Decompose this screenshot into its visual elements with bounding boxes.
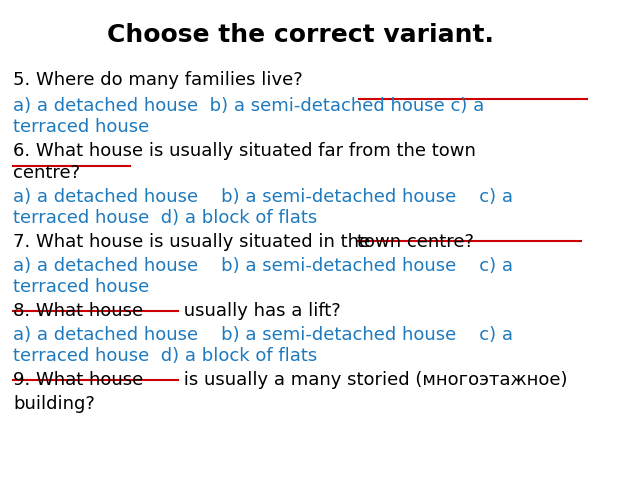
Text: terraced house  d) a block of flats: terraced house d) a block of flats bbox=[13, 209, 317, 227]
Text: 9. What house: 9. What house bbox=[13, 371, 143, 389]
Text: terraced house: terraced house bbox=[13, 278, 150, 296]
Text: a) a detached house  b) a semi-detached house c) a: a) a detached house b) a semi-detached h… bbox=[13, 97, 484, 115]
Text: building?: building? bbox=[13, 395, 95, 413]
Text: usually has a lift?: usually has a lift? bbox=[178, 302, 340, 320]
Text: 6. What house is usually situated far from the town: 6. What house is usually situated far fr… bbox=[13, 142, 476, 160]
Text: terraced house: terraced house bbox=[13, 118, 150, 136]
Text: is usually a many storied (многоэтажное): is usually a many storied (многоэтажное) bbox=[178, 371, 567, 389]
Text: a) a detached house    b) a semi-detached house    c) a: a) a detached house b) a semi-detached h… bbox=[13, 257, 513, 275]
Text: a) a detached house    b) a semi-detached house    c) a: a) a detached house b) a semi-detached h… bbox=[13, 326, 513, 344]
Text: Choose the correct variant.: Choose the correct variant. bbox=[107, 23, 493, 47]
Text: town centre?: town centre? bbox=[357, 233, 474, 251]
Text: centre?: centre? bbox=[13, 164, 81, 181]
Text: terraced house  d) a block of flats: terraced house d) a block of flats bbox=[13, 348, 317, 365]
Text: 8. What house: 8. What house bbox=[13, 302, 143, 320]
Text: 7. What house is usually situated in the: 7. What house is usually situated in the bbox=[13, 233, 376, 251]
Text: a) a detached house    b) a semi-detached house    c) a: a) a detached house b) a semi-detached h… bbox=[13, 188, 513, 205]
Text: 5. Where do many families live?: 5. Where do many families live? bbox=[13, 71, 303, 89]
